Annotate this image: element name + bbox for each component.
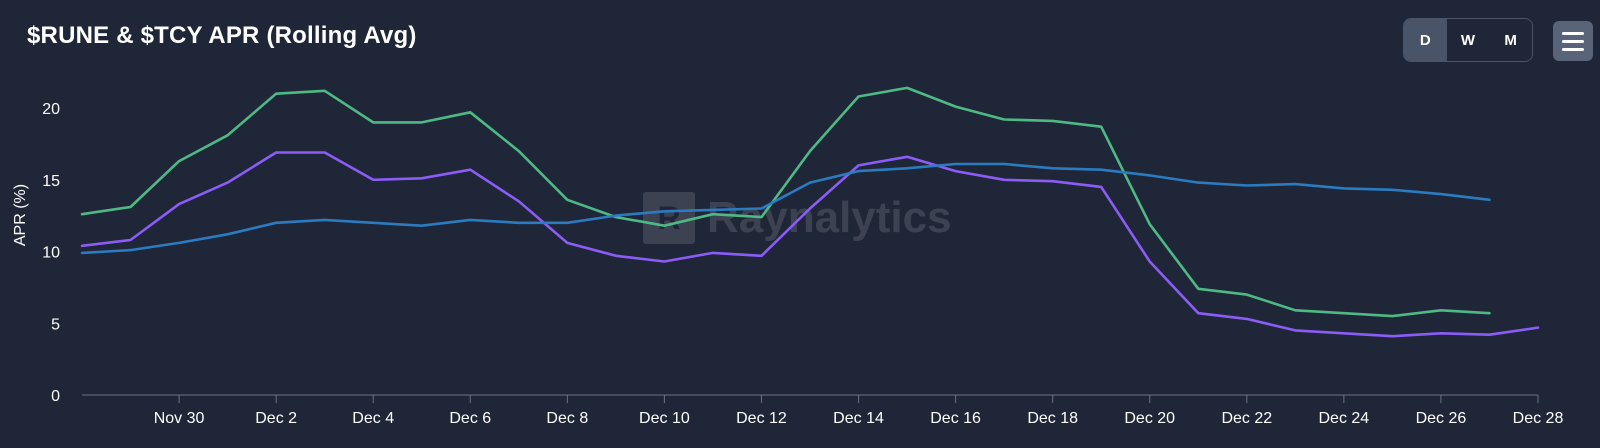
x-tick-label: Dec 2 xyxy=(255,410,297,427)
x-tick-label: Dec 20 xyxy=(1124,410,1175,427)
x-tick-label: Dec 24 xyxy=(1319,410,1370,427)
period-week-button[interactable]: W xyxy=(1460,31,1476,49)
chart-title: $RUNE & $TCY APR (Rolling Avg) xyxy=(27,22,417,49)
x-tick-label: Nov 30 xyxy=(154,410,205,427)
x-tick-label: Dec 22 xyxy=(1221,410,1272,427)
series-line-purple xyxy=(80,151,1540,338)
y-axis-label: APR (%) xyxy=(12,184,29,246)
x-tick-label: Dec 10 xyxy=(639,410,690,427)
x-tick-label: Dec 26 xyxy=(1416,410,1467,427)
x-tick-label: Dec 4 xyxy=(352,410,394,427)
y-tick-label: 0 xyxy=(51,388,60,405)
x-tick-label: Dec 28 xyxy=(1513,410,1564,427)
x-tick-label: Dec 12 xyxy=(736,410,787,427)
watermark-logo: R xyxy=(643,192,695,244)
y-tick-label: 10 xyxy=(42,245,60,262)
series-line-blue xyxy=(80,162,1491,255)
x-tick-label: Dec 16 xyxy=(930,410,981,427)
period-toggle: D W M xyxy=(1403,18,1533,62)
hamburger-menu-icon[interactable] xyxy=(1553,21,1593,61)
y-tick-label: 5 xyxy=(51,316,60,333)
x-tick-label: Dec 14 xyxy=(833,410,884,427)
period-month-button[interactable]: M xyxy=(1504,31,1517,49)
y-tick-label: 15 xyxy=(42,173,60,190)
x-tick-label: Dec 8 xyxy=(546,410,588,427)
x-tick-label: Dec 18 xyxy=(1027,410,1078,427)
period-day-button[interactable]: D xyxy=(1404,19,1447,61)
y-tick-label: 20 xyxy=(42,101,60,118)
x-tick-label: Dec 6 xyxy=(449,410,491,427)
series-line-green xyxy=(80,86,1491,318)
